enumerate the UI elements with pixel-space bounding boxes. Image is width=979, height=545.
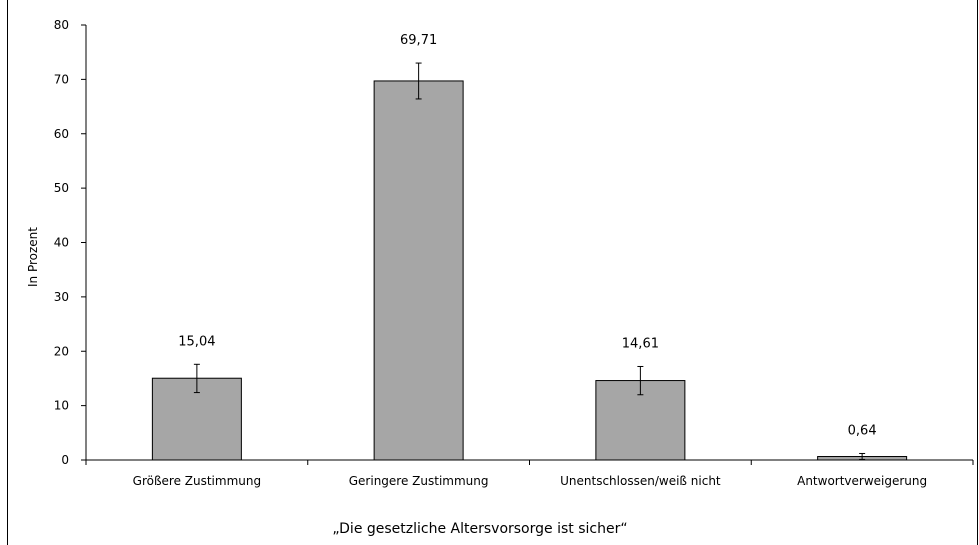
chart-frame — [7, 0, 978, 545]
bar — [373, 80, 464, 461]
y-tick-label: 20 — [54, 344, 69, 358]
y-axis-label: In Prozent — [26, 227, 40, 287]
y-tick-label: 60 — [54, 127, 69, 141]
x-axis-ticks: Größere Zustimmung Geringere Zustimmung Un… — [85, 460, 974, 488]
y-axis-ticks: 0 10 20 30 40 50 60 70 80 — [54, 18, 86, 467]
x-tick-label: Geringere Zustimmung — [349, 474, 489, 488]
x-tick-label: Größere Zustimmung — [133, 474, 261, 488]
y-tick-label: 70 — [54, 72, 69, 86]
data-label: 15,04 — [178, 334, 215, 349]
x-tick-label: Antwortverweigerung — [797, 474, 927, 488]
y-tick-label: 10 — [54, 399, 69, 413]
y-tick-label: 80 — [54, 18, 69, 32]
data-label: 69,71 — [400, 33, 437, 48]
data-label: 0,64 — [848, 423, 877, 438]
data-label: 14,61 — [622, 336, 659, 351]
y-tick-label: 50 — [54, 181, 69, 195]
y-tick-label: 40 — [54, 236, 69, 250]
bars: 15,04 69,71 14,61 0,64 — [151, 33, 908, 461]
y-tick-label: 0 — [61, 453, 69, 467]
x-axis-title: „Die gesetzliche Altersvorsorge ist sich… — [332, 521, 627, 537]
y-tick-label: 30 — [54, 290, 69, 304]
x-tick-label: Unentschlossen/weiß nicht — [560, 474, 721, 488]
